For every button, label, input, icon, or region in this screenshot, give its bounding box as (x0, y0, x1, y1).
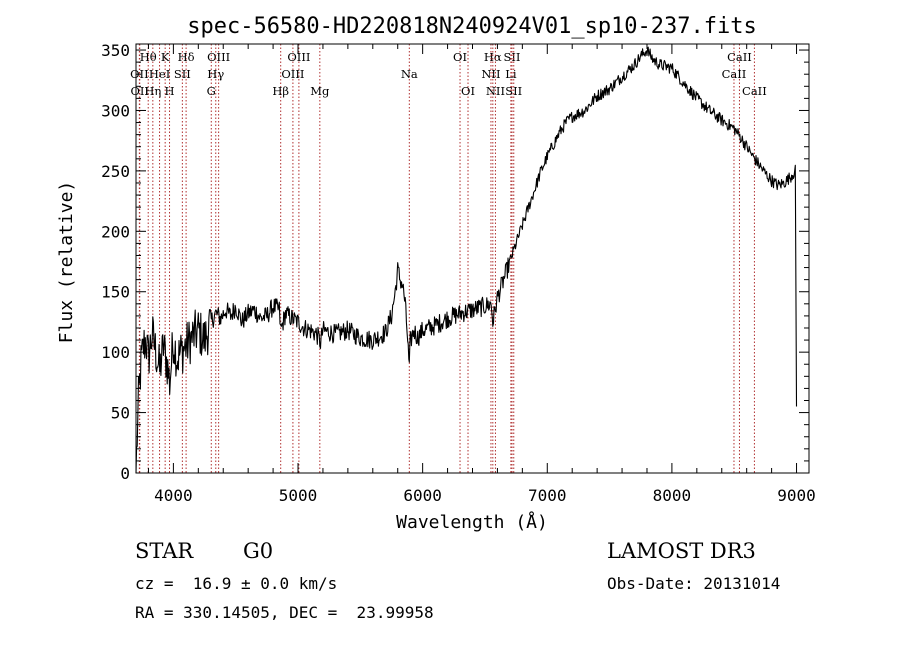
y-tick-label: 0 (120, 464, 130, 483)
spectral-line-label: CaII (722, 67, 747, 81)
y-tick-label: 150 (101, 283, 130, 302)
spectral-line-label: G (207, 84, 216, 98)
spectral-line-label: OI (453, 50, 467, 64)
y-tick-label: 100 (101, 343, 130, 362)
spectral-line-label: OIII (287, 50, 310, 64)
spectral-line-label: Hθ (140, 50, 157, 64)
spectral-line-label: HeI (149, 67, 170, 81)
object-class: STAR (135, 539, 194, 563)
spectral-line-label: Hγ (207, 67, 224, 81)
x-tick-label: 5000 (279, 486, 318, 505)
coordinates: RA = 330.14505, DEC = 23.99958 (135, 603, 434, 622)
spectral-line-label: Li (505, 67, 517, 81)
spectral-line-label: NII (481, 67, 500, 81)
spectral-line-label: Hδ (178, 50, 195, 64)
spectral-line-label: NII (486, 84, 505, 98)
spectral-line-label: SII (505, 84, 522, 98)
y-tick-label: 350 (101, 41, 130, 60)
spectral-line-label: H (165, 84, 175, 98)
x-tick-label: 4000 (154, 486, 193, 505)
spectral-line-label: CaII (742, 84, 767, 98)
y-tick-label: 250 (101, 162, 130, 181)
axis-ticks: 4000 5000 6000 7000 8000 9000 0 50 100 150 200 250 3… (101, 41, 816, 505)
spectral-line-label: Na (401, 67, 418, 81)
plot-frame (135, 43, 810, 474)
spectral-line-label: OII (130, 84, 149, 98)
spectral-line-label: Hη (144, 84, 161, 98)
spectral-line-label: SII (504, 50, 521, 64)
x-tick-label: 7000 (528, 486, 567, 505)
chart-title: spec-56580-HD220818N240924V01_sp10-237.f… (187, 14, 757, 39)
redshift-readout: cz = 16.9 ± 0.0 km/s (135, 574, 338, 593)
spectral-line-label: Mg (310, 84, 330, 98)
spectral-line-label: OI (461, 84, 475, 98)
y-tick-label: 200 (101, 222, 130, 241)
spectral-line-label: SII (174, 67, 191, 81)
x-tick-label: 9000 (777, 486, 816, 505)
y-tick-label: 50 (111, 404, 130, 423)
spectral-line-markers: HθOIIOIIKHeIHηSIIHHδOIIIHγGOIIIOIIIHβMgN… (130, 44, 767, 473)
y-tick-label: 300 (101, 101, 130, 120)
x-tick-label: 8000 (653, 486, 692, 505)
x-tick-label: 6000 (403, 486, 442, 505)
spectral-line-label: OIII (281, 67, 304, 81)
spectral-line-label: K (161, 50, 170, 64)
spectral-subclass: G0 (243, 539, 274, 563)
spectral-line-label: CaII (727, 50, 752, 64)
spectral-line-label: Hβ (272, 84, 289, 98)
spectral-line-label: OIII (207, 50, 230, 64)
y-axis-label: Flux (relative) (56, 181, 77, 344)
obs-date: Obs-Date: 20131014 (607, 574, 781, 593)
spectrum-line (135, 46, 798, 474)
survey-name: LAMOST DR3 (607, 539, 756, 563)
spectral-line-label: Hα (484, 50, 502, 64)
x-axis-label: Wavelength (Å) (396, 511, 548, 533)
